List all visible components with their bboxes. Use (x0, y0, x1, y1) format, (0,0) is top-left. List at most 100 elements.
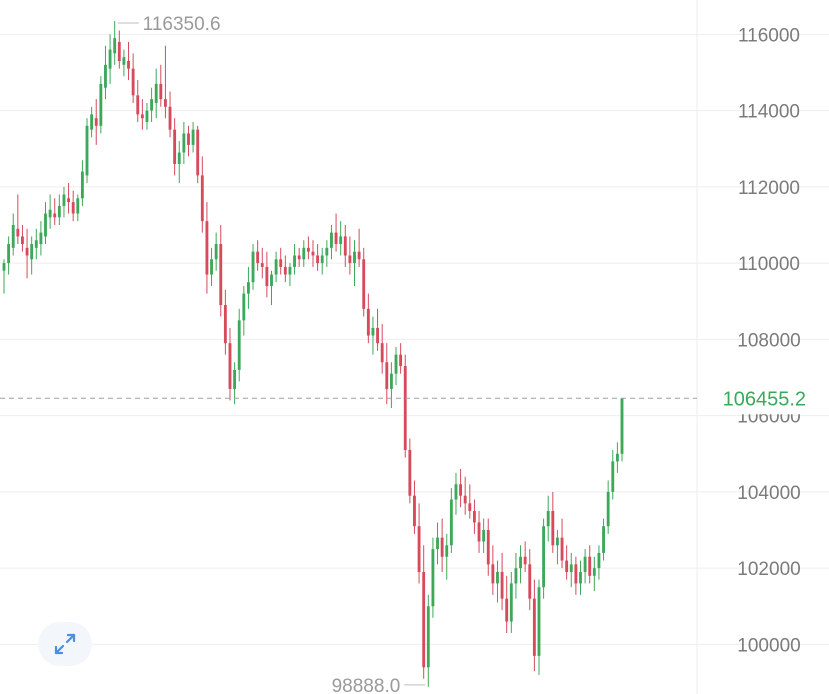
candle-body (482, 530, 486, 542)
candle-up (11, 213, 15, 256)
candle-body (168, 106, 172, 130)
candle-up (242, 285, 246, 336)
candle-body (279, 259, 283, 267)
candle-up (597, 545, 601, 580)
candle-down (200, 156, 204, 233)
candle-body (7, 244, 11, 264)
candle-down (408, 438, 412, 504)
candle-body (496, 571, 499, 584)
candle-body (94, 118, 98, 126)
candle-up (108, 34, 112, 84)
candle-body (154, 83, 158, 103)
candle-body (233, 369, 237, 389)
candle-body (127, 61, 130, 69)
candle-body (99, 83, 103, 126)
candle-body (80, 171, 84, 199)
candle-up (302, 240, 306, 267)
candle-down (256, 240, 260, 271)
candle-down (463, 476, 467, 515)
candle-body (413, 495, 416, 527)
candle-down (500, 552, 504, 611)
candle-body (57, 205, 61, 218)
candle-up (270, 270, 273, 306)
candle-body (334, 232, 338, 245)
candle-body (219, 244, 223, 306)
candles (2, 20, 624, 687)
candle-body (519, 556, 522, 569)
candle-up (482, 518, 486, 553)
candle-body (542, 526, 546, 588)
candle-body (588, 556, 592, 576)
candle-body (537, 587, 541, 656)
candle-body (283, 266, 287, 275)
candle-body (311, 251, 315, 256)
candle-body (182, 133, 186, 153)
candle-body (163, 99, 167, 107)
candle-body (500, 571, 504, 599)
candle-down (140, 99, 144, 130)
candle-up (449, 488, 453, 553)
candle-body (173, 129, 177, 164)
candle-body (140, 114, 144, 119)
candle-up (251, 244, 255, 290)
candle-body (477, 522, 481, 542)
candle-up (579, 560, 582, 595)
candle-down (159, 64, 163, 107)
candle-down (468, 484, 472, 519)
candle-down (422, 545, 426, 679)
low-price-label: 98888.0 (332, 676, 401, 694)
candle-body (491, 564, 495, 584)
candle-body (343, 236, 347, 256)
candle-body (560, 537, 564, 561)
candle-down (523, 541, 527, 572)
candle-body (21, 236, 24, 245)
y-axis-ticks: 1000001020001040001060001080001100001120… (737, 25, 800, 656)
candle-down (187, 125, 190, 157)
y-tick-label: 102000 (737, 559, 800, 580)
candle-body (223, 305, 227, 344)
candle-body (348, 255, 352, 264)
candle-up (233, 362, 237, 405)
candle-down (491, 545, 495, 595)
candle-body (196, 129, 200, 176)
candle-down (376, 308, 379, 351)
candle-body (606, 491, 610, 527)
candle-body (34, 240, 38, 248)
candle-body (145, 110, 149, 123)
expand-chart-button[interactable] (38, 622, 92, 666)
candle-down (472, 499, 476, 534)
candle-down (334, 213, 338, 252)
candle-up (509, 571, 513, 633)
candle-body (505, 598, 509, 622)
candle-up (247, 266, 250, 309)
candle-down (136, 80, 140, 123)
candle-down (25, 228, 29, 279)
candle-up (62, 186, 66, 218)
candle-body (597, 552, 601, 569)
high-price-label: 116350.6 (143, 14, 221, 35)
candle-body (177, 152, 181, 164)
candle-down (343, 224, 347, 267)
candle-up (76, 194, 80, 222)
candle-body (131, 68, 135, 96)
candle-body (214, 244, 218, 260)
candle-body (376, 327, 379, 344)
price-markers: 106455.2 116350.6 98888.0 (0, 14, 829, 694)
candle-down (551, 491, 555, 553)
candle-up (431, 537, 435, 618)
candle-up (496, 560, 499, 603)
candle-body (394, 354, 398, 374)
candle-up (611, 449, 615, 500)
candle-body (104, 64, 107, 88)
candle-up (34, 228, 38, 260)
candle-up (394, 347, 398, 386)
y-tick-label: 116000 (738, 25, 800, 46)
candle-body (44, 213, 47, 237)
candle-up (182, 122, 186, 164)
candle-body (247, 282, 250, 294)
candle-up (104, 45, 107, 100)
candle-body (274, 259, 278, 275)
candle-down (265, 251, 269, 298)
candle-body (39, 232, 43, 245)
